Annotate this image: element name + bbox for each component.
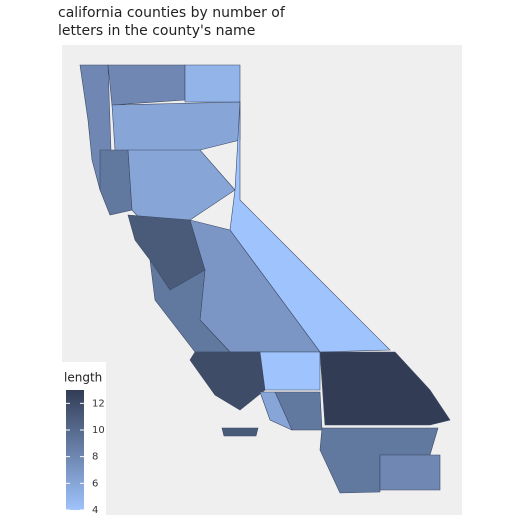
chart-title: california counties by number of (58, 5, 286, 21)
county (230, 351, 321, 391)
county (107, 64, 186, 106)
chart-title: letters in the county's name (58, 23, 255, 39)
county (149, 259, 231, 353)
legend-tick-label: 4 (92, 505, 98, 516)
county (221, 427, 259, 437)
county (259, 391, 293, 431)
county (99, 149, 133, 216)
county (319, 351, 451, 426)
county (379, 454, 441, 491)
legend-title: length (64, 371, 102, 385)
legend-tick-label: 8 (92, 452, 98, 463)
legend-tick-label: 12 (92, 398, 105, 409)
legend-tick-label: 10 (92, 425, 105, 436)
colorbar (66, 390, 84, 510)
county (184, 64, 241, 103)
legend-tick-label: 6 (92, 478, 98, 489)
